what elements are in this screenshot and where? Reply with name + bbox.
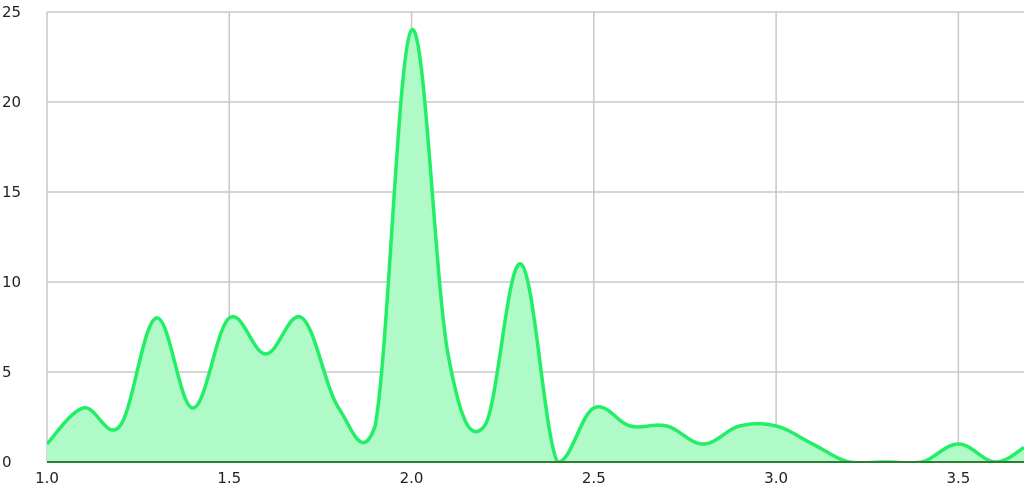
grid-lines [46, 11, 1024, 462]
x-tick-label: 2.0 [400, 469, 424, 487]
x-tick-label: 3.5 [946, 469, 970, 487]
y-tick-label: 0 [2, 453, 12, 471]
y-tick-label: 5 [2, 363, 12, 381]
x-tick-label: 1.5 [217, 469, 241, 487]
y-tick-label: 20 [2, 93, 21, 111]
y-tick-label: 10 [2, 273, 21, 291]
area-fill [47, 29, 1024, 462]
x-tick-label: 3.0 [764, 469, 788, 487]
series-line [47, 28, 1024, 462]
area-series [47, 28, 1024, 462]
x-tick-label: 1.0 [35, 469, 59, 487]
y-tick-label: 25 [2, 3, 21, 21]
x-tick-label: 2.5 [582, 469, 606, 487]
tick-labels: 0 5 10 15 20 25 1.0 1.5 2.0 2.5 3.0 3.5 [2, 3, 970, 487]
y-tick-label: 15 [2, 183, 21, 201]
